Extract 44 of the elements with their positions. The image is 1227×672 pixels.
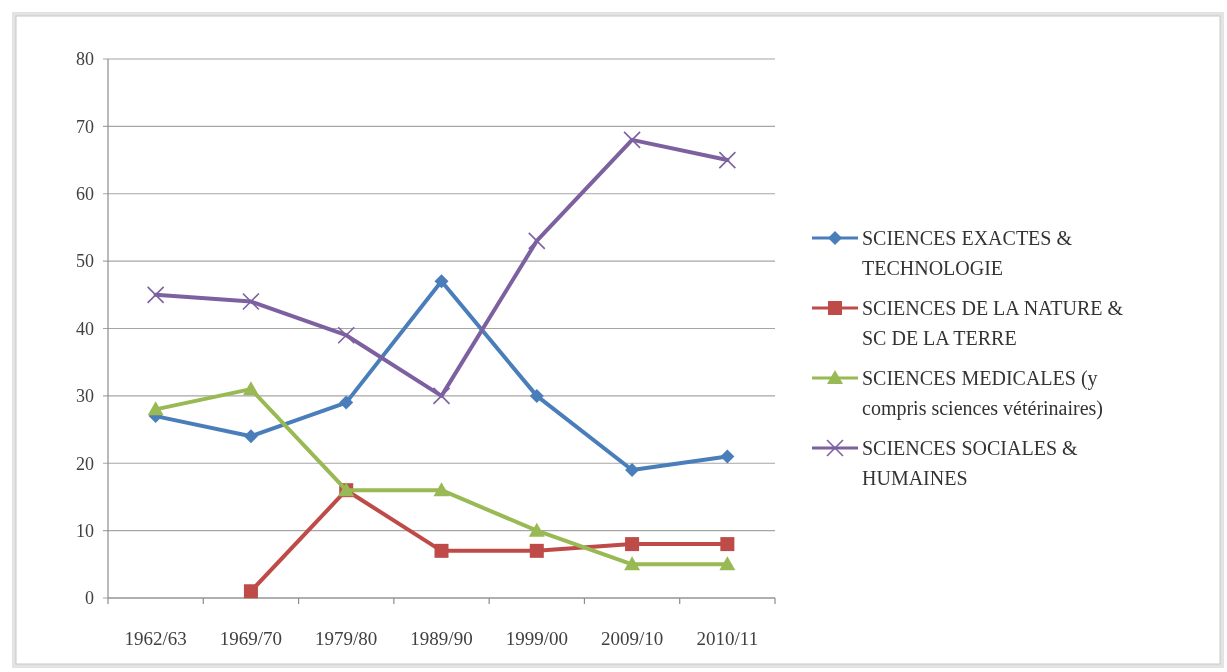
x-tick-label: 2010/11 (696, 628, 759, 649)
point (434, 543, 449, 558)
y-tick-label: 60 (76, 184, 94, 205)
point (625, 462, 640, 477)
point (242, 292, 260, 311)
x-tick-label: 1969/70 (219, 628, 283, 649)
legend-label: SCIENCES MEDICALES (y compris sciences vétérinaires) (862, 367, 1104, 420)
point (243, 584, 258, 599)
point (720, 537, 735, 552)
y-tick-label: 70 (76, 116, 94, 137)
point (527, 232, 546, 250)
point (242, 381, 259, 396)
point (529, 388, 544, 403)
point (434, 274, 449, 289)
x-tick-label: 1989/90 (410, 628, 473, 649)
point (719, 556, 736, 571)
legend-label: SCIENCES SOCIALES & HUMAINES (862, 437, 1079, 489)
y-tick-label: 50 (76, 251, 94, 272)
x-tick-label: 2009/10 (600, 628, 664, 649)
point (339, 395, 354, 410)
y-tick-label: 40 (76, 318, 94, 339)
x-tick-label: 1979/80 (315, 628, 378, 649)
point (528, 522, 545, 537)
legend-label: SCIENCES DE LA NATURE & SC DE LA TERRE (862, 297, 1124, 349)
legend-label: SCIENCES EXACTES & TECHNOLOGIE (862, 227, 1073, 279)
y-tick-label: 10 (76, 520, 94, 541)
y-tick-label: 20 (76, 453, 94, 474)
point (433, 482, 450, 497)
y-tick-label: 0 (85, 588, 94, 609)
x-tick-label: 1999/00 (505, 628, 568, 649)
y-tick-label: 30 (76, 386, 94, 407)
point (623, 131, 641, 149)
point (720, 449, 735, 464)
point (625, 537, 640, 552)
x-tick-label: 1962/63 (124, 628, 187, 649)
point (243, 429, 258, 444)
point (718, 151, 737, 169)
point (146, 286, 165, 304)
y-tick-label: 80 (76, 49, 94, 70)
point (432, 387, 451, 405)
point (147, 401, 164, 416)
point (624, 556, 641, 571)
point (337, 326, 356, 345)
point (529, 543, 544, 558)
